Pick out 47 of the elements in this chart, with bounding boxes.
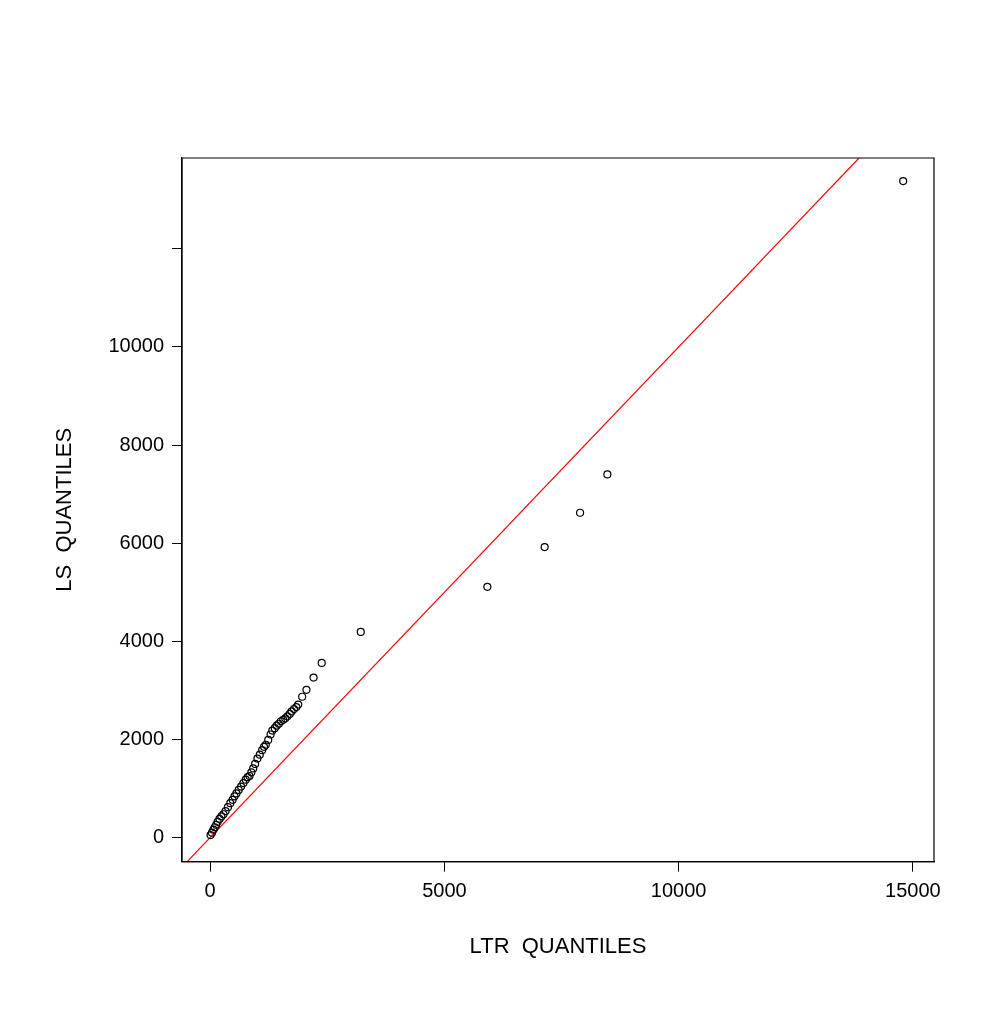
point — [603, 470, 612, 479]
point — [253, 754, 262, 763]
point — [540, 542, 549, 552]
point — [206, 831, 215, 840]
point — [298, 692, 307, 701]
point — [221, 806, 230, 816]
x-axis-title: LTR QUANTILES — [469, 932, 647, 958]
x-tick-label: 10000 — [650, 879, 707, 902]
point — [317, 658, 326, 667]
point — [483, 582, 492, 591]
y-axis-title: LS QUANTILES — [51, 427, 77, 592]
point — [899, 176, 908, 186]
y-tick-label: 10000 — [108, 334, 165, 357]
y-tick-label: 4000 — [119, 628, 165, 651]
point — [215, 814, 224, 824]
point — [251, 759, 260, 769]
point — [230, 792, 239, 801]
point — [255, 750, 264, 759]
y-tick-label: 8000 — [119, 432, 165, 455]
point — [575, 508, 585, 517]
point — [207, 828, 217, 837]
point — [249, 764, 258, 773]
point — [247, 768, 256, 777]
x-tick-label: 5000 — [422, 879, 467, 902]
point — [239, 779, 248, 788]
point — [228, 795, 237, 804]
point — [213, 817, 222, 826]
point — [236, 782, 246, 791]
point — [285, 709, 294, 719]
y-tick-label: 2000 — [119, 726, 165, 749]
point — [232, 789, 241, 798]
x-tick-label: 0 — [204, 879, 216, 902]
point — [234, 785, 243, 795]
point — [264, 735, 273, 745]
point — [258, 746, 267, 755]
y-tick-label: 6000 — [119, 530, 165, 553]
y-tick-label: 0 — [152, 825, 165, 848]
point — [212, 820, 221, 829]
point — [356, 627, 365, 637]
point — [266, 730, 275, 739]
point — [302, 685, 311, 694]
point — [287, 707, 296, 716]
point — [309, 673, 318, 682]
point — [223, 803, 233, 812]
x-tick-label: 15000 — [885, 879, 941, 902]
point — [294, 700, 303, 709]
point — [226, 799, 235, 808]
